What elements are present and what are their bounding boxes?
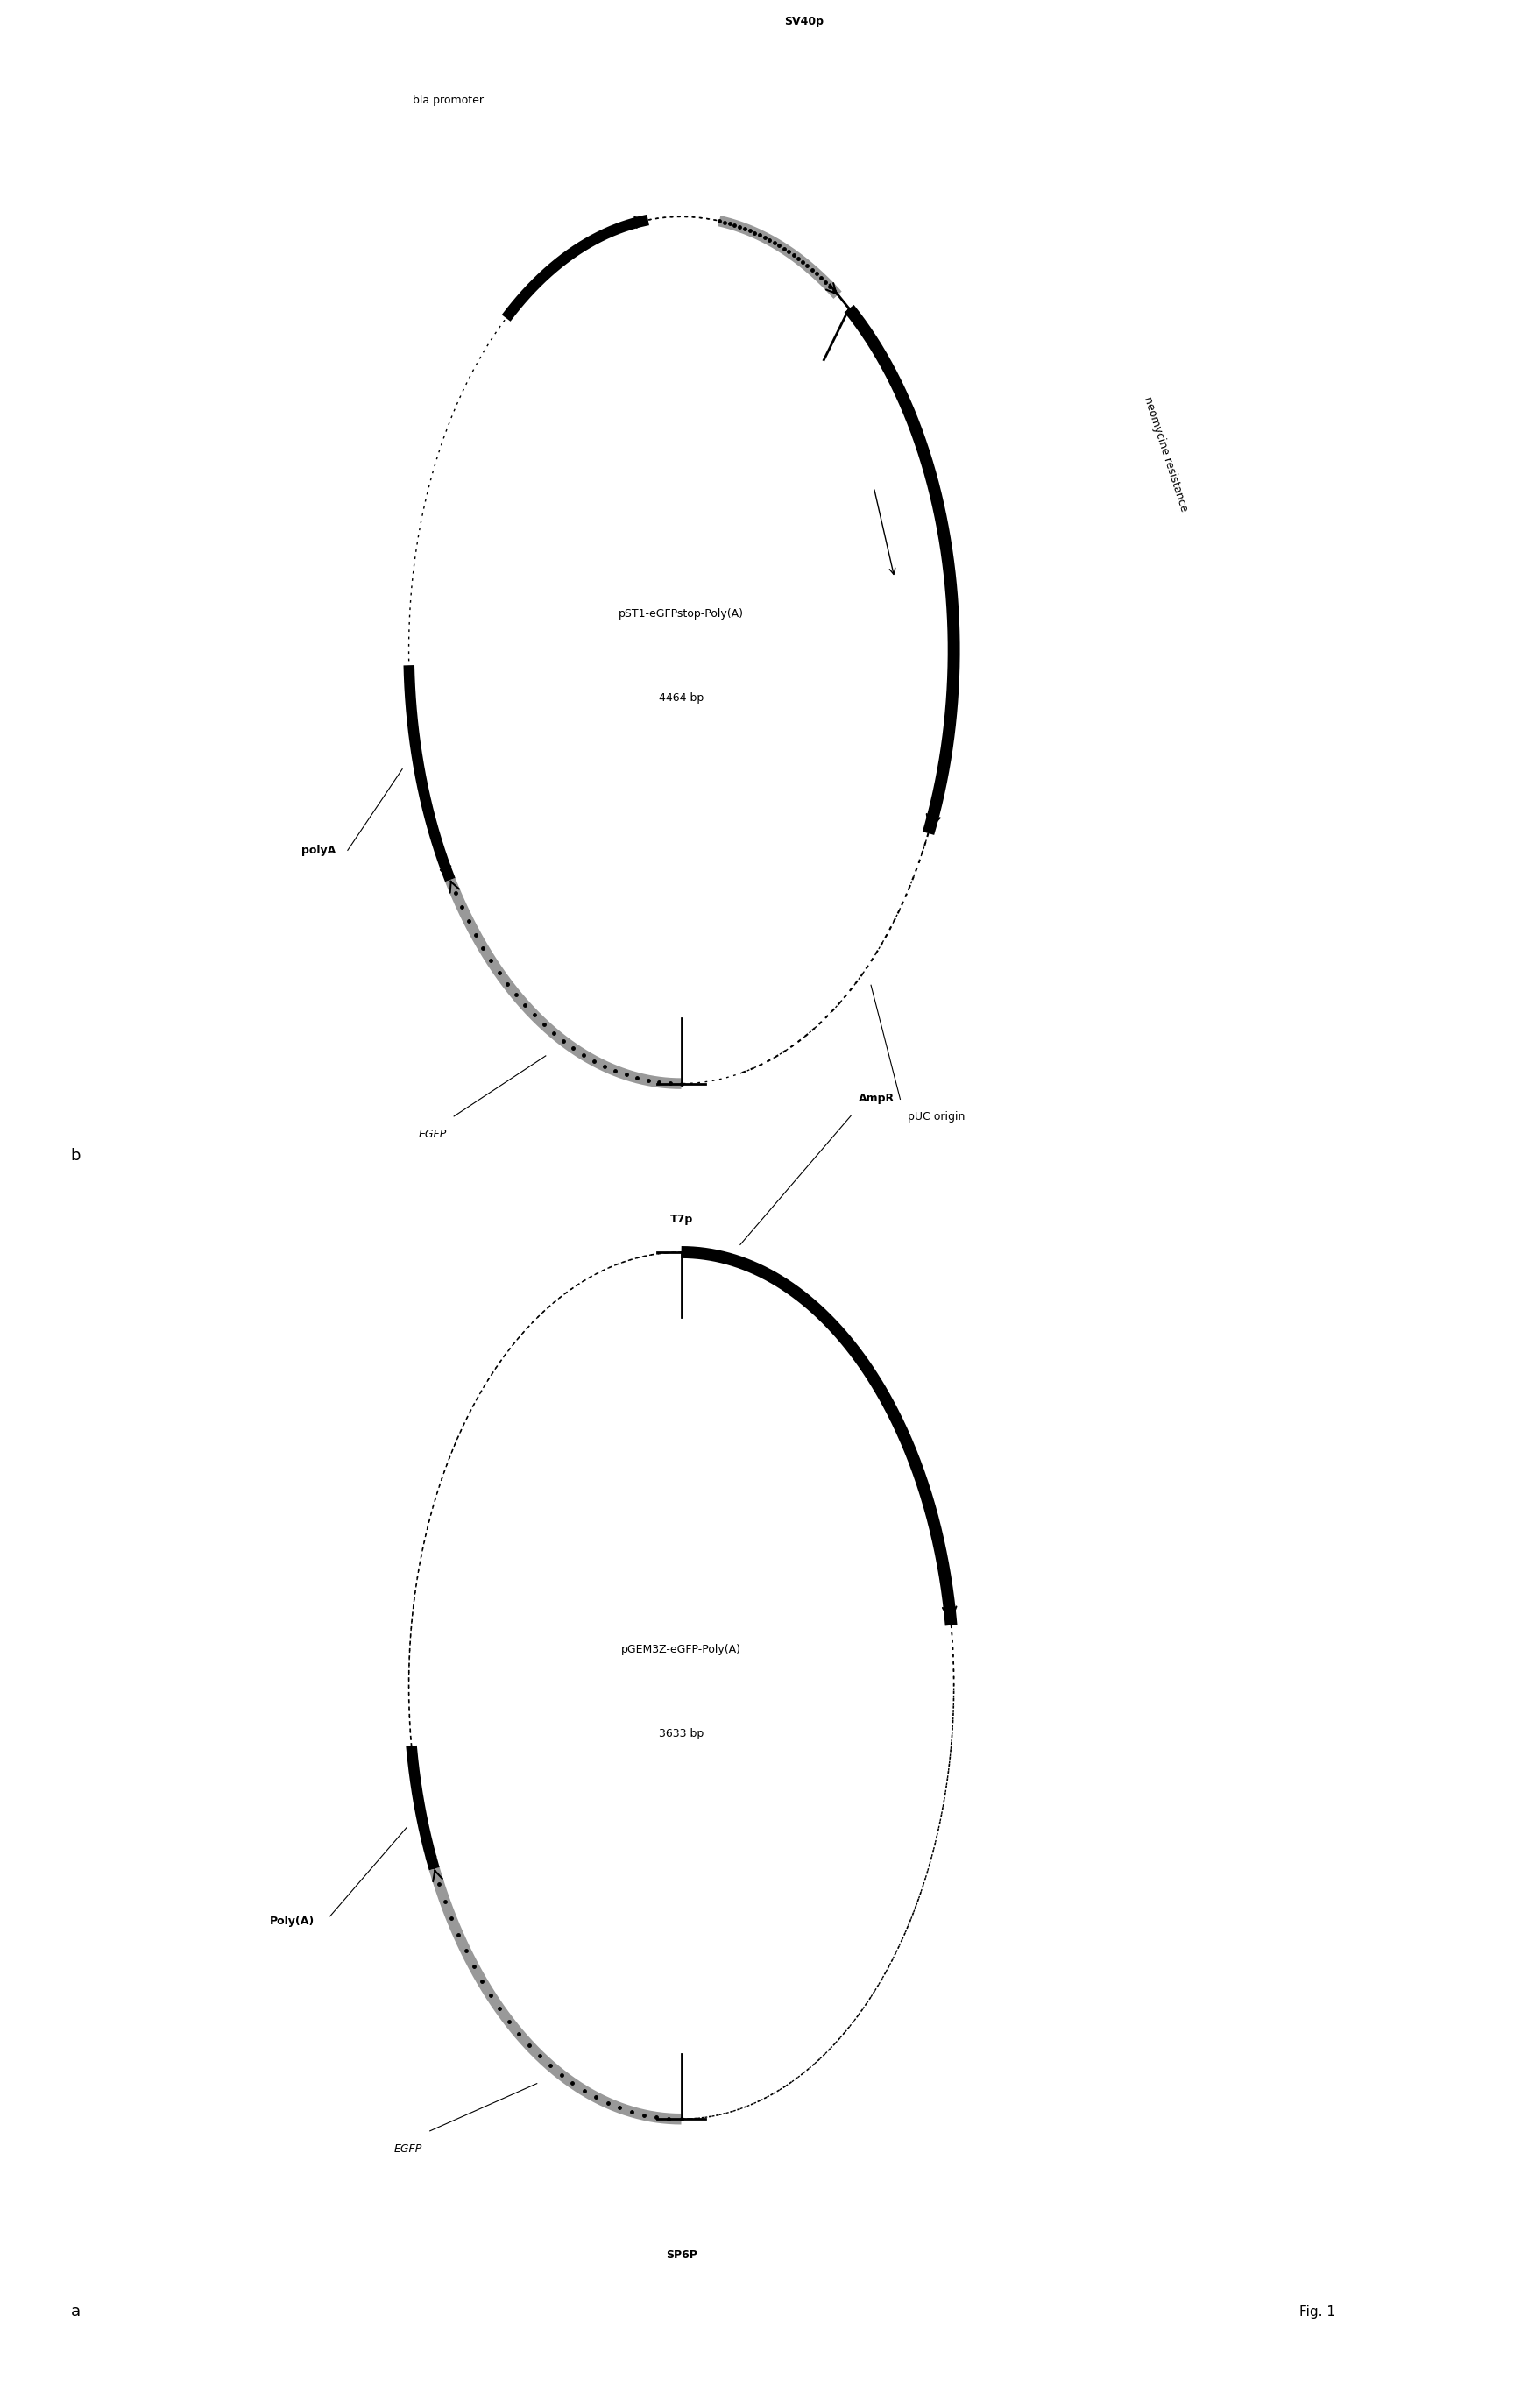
- Text: pGEM3Z-eGFP-Poly(A): pGEM3Z-eGFP-Poly(A): [621, 1645, 742, 1654]
- Text: T7p: T7p: [669, 1214, 693, 1226]
- Text: AmpR: AmpR: [858, 1093, 895, 1103]
- Text: Poly(A): Poly(A): [269, 1914, 315, 1926]
- Text: pST1-eGFPstop-Poly(A): pST1-eGFPstop-Poly(A): [619, 609, 743, 619]
- Text: b: b: [71, 1149, 80, 1163]
- Text: SV40p: SV40p: [784, 17, 824, 26]
- Text: EGFP: EGFP: [418, 1129, 447, 1139]
- Text: EGFP: EGFP: [394, 2143, 422, 2155]
- Text: SP6P: SP6P: [666, 2249, 696, 2261]
- Text: bla promoter: bla promoter: [413, 94, 484, 106]
- Text: Fig. 1: Fig. 1: [1299, 2304, 1335, 2319]
- Text: a: a: [71, 2304, 80, 2319]
- Text: 3633 bp: 3633 bp: [659, 1729, 704, 1739]
- Text: polyA: polyA: [301, 845, 336, 855]
- Text: 4464 bp: 4464 bp: [659, 694, 704, 703]
- Text: neomycine resistance: neomycine resistance: [1142, 395, 1190, 513]
- Text: pUC origin: pUC origin: [908, 1110, 964, 1122]
